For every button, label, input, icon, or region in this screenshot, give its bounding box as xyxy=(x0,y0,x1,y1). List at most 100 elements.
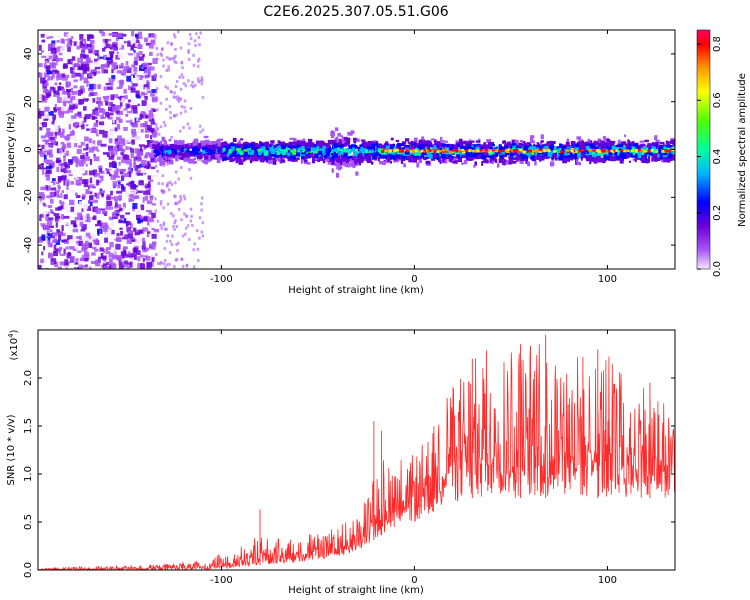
heat-cell xyxy=(138,144,145,147)
heat-cell xyxy=(317,158,321,162)
heat-cell xyxy=(592,152,596,157)
heat-cell xyxy=(85,240,89,247)
heat-cell xyxy=(72,71,76,76)
heat-cell xyxy=(115,141,121,147)
heat-cell xyxy=(175,60,178,64)
heat-cell xyxy=(45,95,50,98)
heat-cell xyxy=(293,138,297,142)
heat-cell xyxy=(124,260,128,265)
heat-cell xyxy=(159,154,162,159)
heat-cell xyxy=(572,154,577,157)
heat-cell xyxy=(56,195,63,198)
heat-cell xyxy=(143,255,149,258)
heat-cell xyxy=(249,152,252,157)
heat-cell xyxy=(514,154,518,157)
heat-cell xyxy=(66,134,73,137)
heat-cell xyxy=(81,254,84,260)
heat-cell xyxy=(66,43,72,48)
heat-cell xyxy=(186,144,189,148)
heat-cell xyxy=(135,41,138,47)
heat-cell xyxy=(169,239,172,243)
heat-cell xyxy=(85,189,90,194)
heat-cell xyxy=(44,106,50,112)
heat-cell xyxy=(63,156,66,162)
heat-cell xyxy=(90,234,96,240)
heat-cell xyxy=(320,157,324,161)
heat-cell xyxy=(84,156,90,161)
heat-cell xyxy=(77,162,84,166)
heat-cell xyxy=(540,151,546,155)
heat-cell xyxy=(175,258,179,262)
heat-cell xyxy=(175,158,178,161)
heat-cell xyxy=(65,83,70,88)
heat-cell xyxy=(284,154,289,158)
heat-cell xyxy=(77,90,82,96)
heat-cell xyxy=(73,79,78,83)
heat-cell xyxy=(506,145,509,150)
heat-cell xyxy=(109,44,114,47)
heat-cell xyxy=(180,73,183,77)
heat-cell xyxy=(353,151,358,157)
heat-cell xyxy=(105,111,109,118)
heat-cell xyxy=(67,107,74,113)
heat-cell xyxy=(374,145,377,151)
heat-cell-peak xyxy=(382,148,386,152)
heat-cell xyxy=(170,243,174,246)
heat-cell xyxy=(408,158,413,163)
heat-cell xyxy=(613,158,619,161)
heat-cell xyxy=(414,151,418,156)
heat-cell xyxy=(168,262,171,266)
heat-cell xyxy=(137,103,140,107)
heat-cell xyxy=(70,68,74,74)
heat-cell xyxy=(652,158,657,161)
heat-cell xyxy=(95,261,101,267)
heat-cell xyxy=(208,148,211,153)
heat-cell xyxy=(251,157,254,162)
heat-cell xyxy=(82,173,86,176)
heat-cell xyxy=(597,138,602,141)
heat-cell xyxy=(280,143,286,147)
heat-cell xyxy=(505,152,509,156)
heat-cell xyxy=(331,139,335,144)
heat-cell xyxy=(416,162,420,168)
heat-cell xyxy=(473,164,476,168)
heat-cell xyxy=(109,44,114,50)
heat-cell xyxy=(217,148,220,153)
heat-cell xyxy=(336,166,340,170)
heat-cell xyxy=(67,94,71,99)
heat-cell xyxy=(328,147,332,152)
heat-cell xyxy=(315,154,319,159)
heat-cell xyxy=(162,164,165,168)
heat-cell xyxy=(64,222,69,225)
heat-cell xyxy=(62,143,67,148)
heat-cell xyxy=(590,157,595,162)
heat-cell xyxy=(268,159,273,164)
heat-cell xyxy=(145,189,151,195)
heat-cell xyxy=(527,162,530,167)
heat-cell xyxy=(137,235,142,239)
heat-cell xyxy=(120,149,126,153)
heat-cell xyxy=(300,148,304,153)
heat-cell xyxy=(56,46,60,53)
heat-cell xyxy=(124,168,131,173)
heat-cell xyxy=(480,155,486,160)
heat-cell xyxy=(120,214,125,219)
heat-cell xyxy=(85,143,89,149)
heat-cell xyxy=(45,67,51,72)
heat-cell xyxy=(165,97,168,101)
heat-cell-peak xyxy=(637,148,641,152)
heat-cell xyxy=(207,157,210,161)
heat-cell xyxy=(76,240,81,246)
heat-cell xyxy=(442,143,446,147)
heat-cell xyxy=(483,152,489,156)
heat-cell xyxy=(82,194,86,198)
heat-cell xyxy=(275,144,279,147)
heat-cell xyxy=(155,47,159,51)
heat-cell xyxy=(136,116,139,121)
heat-cell xyxy=(393,160,398,163)
heat-cell xyxy=(430,157,436,161)
heat-cell xyxy=(93,153,96,157)
heat-cell xyxy=(170,212,173,216)
heat-cell xyxy=(53,261,59,268)
heat-cell xyxy=(82,265,86,268)
